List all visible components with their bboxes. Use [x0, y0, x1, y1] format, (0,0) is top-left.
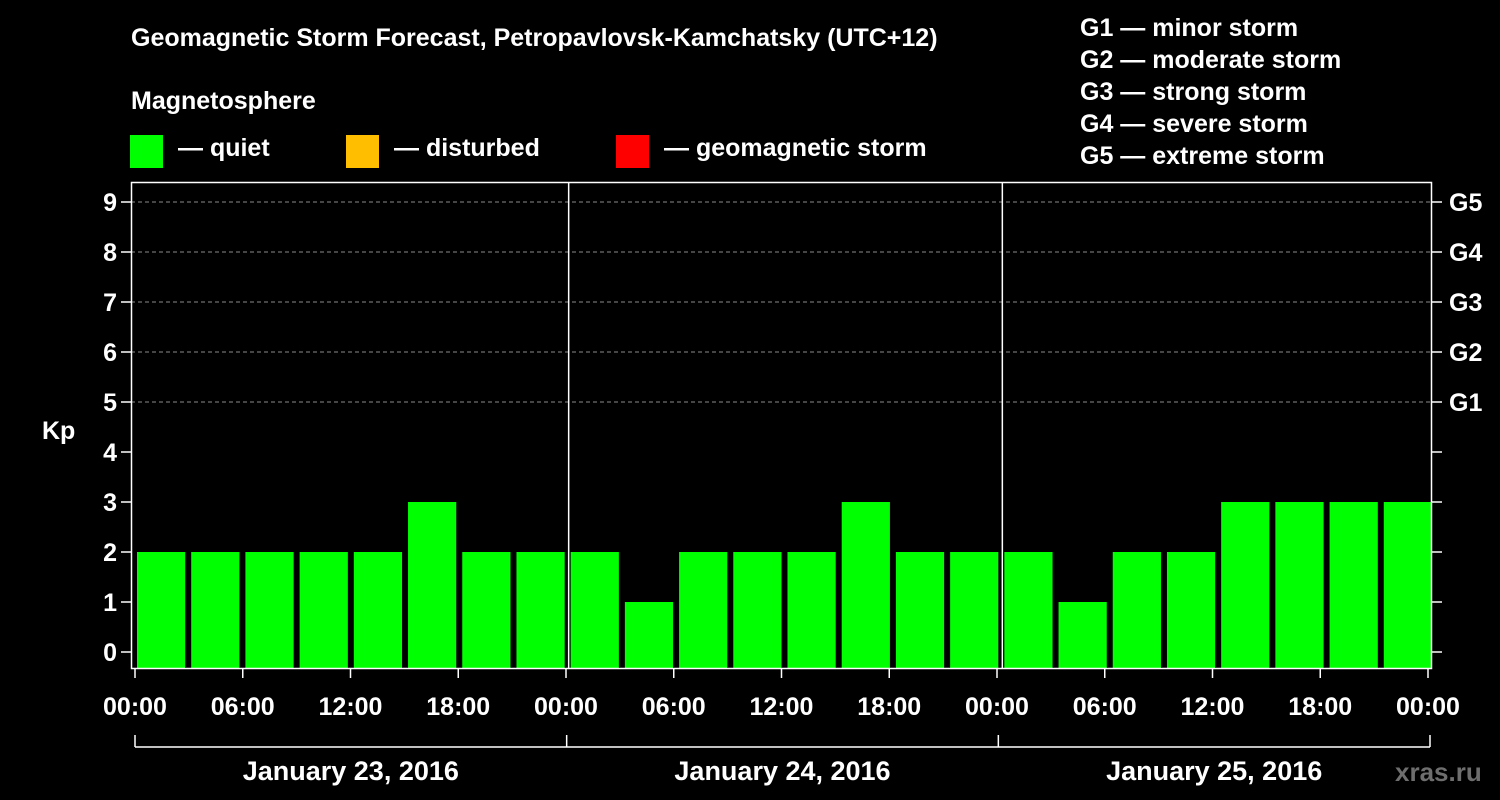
storm-level-g3: G3 — strong storm [1080, 78, 1307, 106]
x-tick-label: 18:00 [857, 693, 921, 721]
legend-storm-swatch [616, 135, 649, 168]
watermark: xras.ru [1395, 757, 1482, 787]
kp-bar [299, 552, 348, 668]
kp-bar [950, 552, 999, 668]
y-tick-label: 3 [103, 489, 117, 517]
kp-bar [1004, 552, 1053, 668]
g-level-label: G3 [1449, 289, 1482, 317]
legend-quiet-swatch [130, 135, 163, 168]
x-tick-label: 12:00 [1181, 693, 1245, 721]
x-tick-label: 06:00 [642, 693, 706, 721]
storm-level-g2: G2 — moderate storm [1080, 46, 1342, 74]
day-label: January 25, 2016 [1106, 756, 1322, 786]
g-level-label: G2 [1449, 339, 1482, 367]
day-label: January 24, 2016 [674, 756, 890, 786]
y-tick-label: 6 [103, 339, 117, 367]
g-level-label: G1 [1449, 389, 1482, 417]
legend-title: Magnetosphere [131, 87, 316, 115]
kp-bar [137, 552, 186, 668]
kp-bar [516, 552, 565, 668]
x-tick-label: 00:00 [965, 693, 1029, 721]
storm-level-g5: G5 — extreme storm [1080, 142, 1325, 170]
x-tick-label: 12:00 [319, 693, 383, 721]
kp-bar [1058, 602, 1107, 668]
kp-bar [462, 552, 511, 668]
kp-bar [1275, 502, 1324, 668]
x-tick-label: 18:00 [1288, 693, 1352, 721]
kp-bar [841, 502, 890, 668]
kp-bar [570, 552, 619, 668]
kp-bar [1112, 552, 1161, 668]
x-tick-label: 06:00 [211, 693, 275, 721]
x-tick-label: 00:00 [1396, 693, 1460, 721]
kp-bar [895, 552, 945, 668]
kp-bar [1221, 502, 1270, 668]
y-tick-label: 5 [103, 389, 117, 417]
x-tick-label: 00:00 [103, 693, 167, 721]
kp-bar [624, 602, 674, 668]
y-tick-label: 7 [103, 289, 117, 317]
kp-bar [787, 552, 836, 668]
day-label: January 23, 2016 [243, 756, 459, 786]
x-tick-label: 00:00 [534, 693, 598, 721]
y-tick-label: 2 [103, 539, 117, 567]
x-tick-label: 12:00 [750, 693, 814, 721]
legend-disturbed-swatch [346, 135, 379, 168]
kp-bar [1166, 552, 1216, 668]
kp-bar [353, 552, 403, 668]
legend-storm-label: — geomagnetic storm [664, 134, 927, 162]
y-tick-label: 9 [103, 189, 117, 217]
y-tick-label: 0 [103, 639, 117, 667]
kp-bar [1383, 502, 1432, 668]
x-tick-label: 06:00 [1073, 693, 1137, 721]
y-axis-label: Kp [42, 417, 75, 445]
kp-bar [191, 552, 240, 668]
kp-bar [1329, 502, 1378, 668]
kp-bar [679, 552, 728, 668]
legend-disturbed-label: — disturbed [394, 134, 540, 162]
kp-bar [408, 502, 457, 668]
chart-title: Geomagnetic Storm Forecast, Petropavlovs… [131, 24, 938, 52]
y-tick-label: 1 [103, 589, 117, 617]
y-tick-label: 8 [103, 239, 117, 267]
kp-bar [245, 552, 294, 668]
legend-quiet-label: — quiet [178, 134, 270, 162]
storm-level-g4: G4 — severe storm [1080, 110, 1308, 138]
g-level-label: G5 [1449, 189, 1482, 217]
storm-level-g1: G1 — minor storm [1080, 14, 1299, 42]
g-level-label: G4 [1449, 239, 1482, 267]
x-tick-label: 18:00 [426, 693, 490, 721]
y-tick-label: 4 [103, 439, 117, 467]
kp-bar [733, 552, 782, 668]
